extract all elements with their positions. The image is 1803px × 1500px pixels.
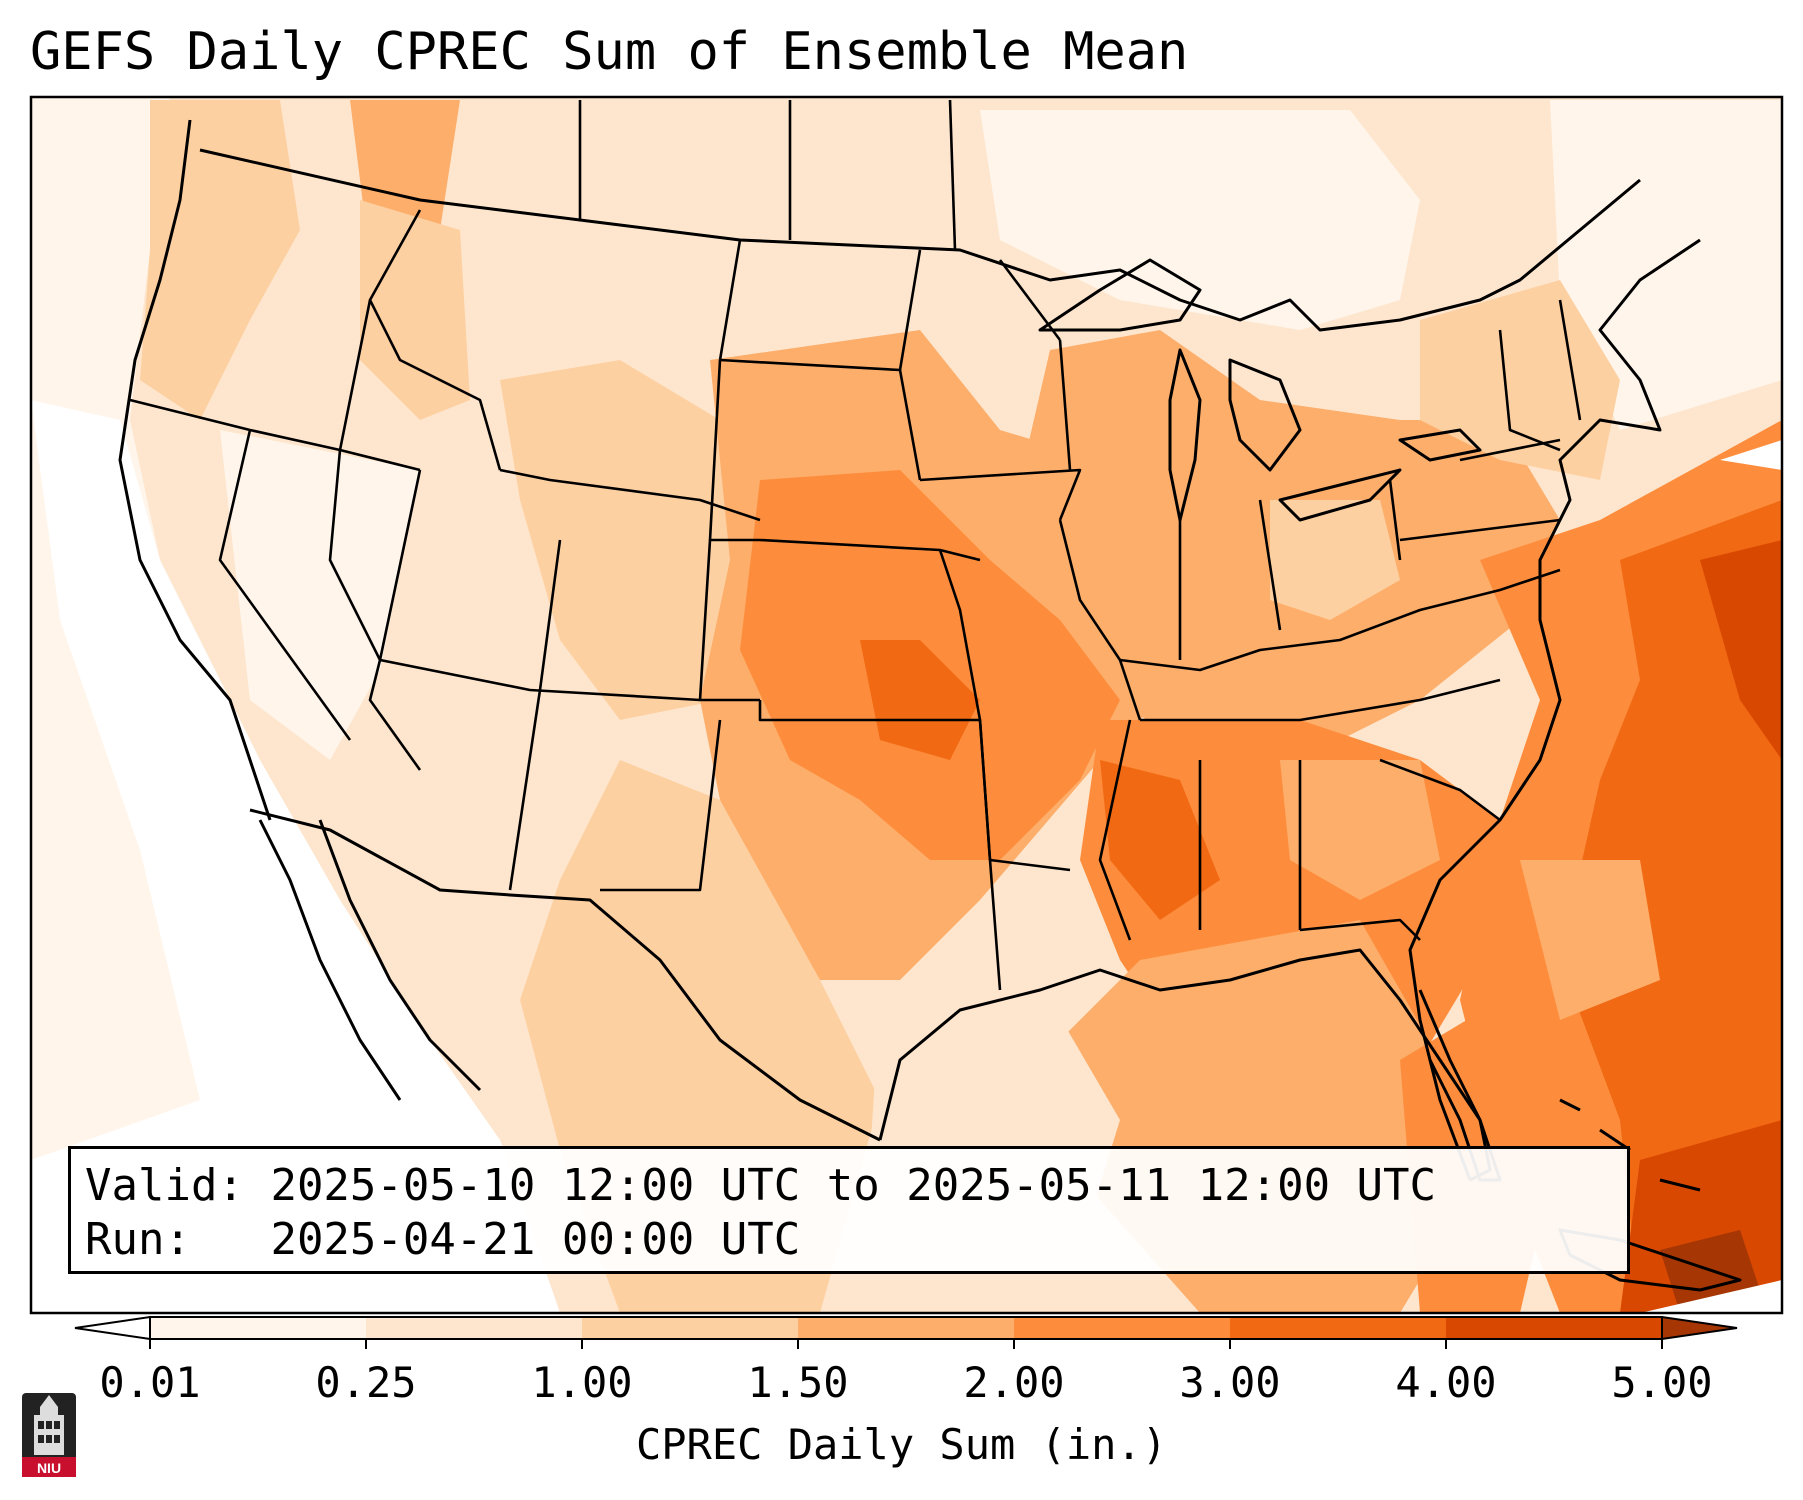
lake-huron xyxy=(1228,358,1302,472)
colorbar-tick-label: 0.25 xyxy=(315,1358,417,1407)
precip-region xyxy=(1280,760,1440,900)
precip-region xyxy=(31,400,560,1313)
university-tower-icon: NIU xyxy=(22,1393,76,1477)
map-title: GEFS Daily CPREC Sum of Ensemble Mean xyxy=(30,22,1189,82)
colorbar-tick-label: 1.50 xyxy=(747,1358,849,1407)
colorbar-segment xyxy=(150,1317,367,1339)
state-boundaries xyxy=(129,99,1582,991)
valid-value: 2025-05-10 12:00 UTC to 2025-05-11 12:00… xyxy=(270,1160,1437,1211)
baja-coastline xyxy=(258,819,402,1101)
precip-region xyxy=(140,100,300,420)
colorbar-segment xyxy=(1014,1317,1231,1339)
precip-region xyxy=(1100,760,1220,920)
colorbar xyxy=(74,1315,1738,1349)
precip-region xyxy=(360,200,470,420)
logo-text: NIU xyxy=(37,1460,61,1476)
colorbar-tick-label: 4.00 xyxy=(1395,1358,1497,1407)
precip-region xyxy=(500,360,760,720)
us-mexico-border xyxy=(249,808,881,1142)
precip-region xyxy=(1520,860,1660,1020)
out-of-domain xyxy=(1640,1280,1782,1313)
boundary-lines xyxy=(118,99,1742,1292)
lake-superior xyxy=(1038,258,1202,332)
pacific-coastline xyxy=(118,119,272,821)
atlantic-coastline xyxy=(1408,238,1701,1181)
colorbar-under-extension xyxy=(74,1315,151,1341)
colorbar-tick-label: 5.00 xyxy=(1611,1358,1713,1407)
precip-region xyxy=(1270,500,1400,620)
valid-label: Valid: xyxy=(85,1160,244,1211)
valid-run-info-box: Valid: 2025-05-10 12:00 UTC to 2025-05-1… xyxy=(68,1146,1630,1274)
colorbar-frame xyxy=(149,1316,1663,1340)
us-canada-border xyxy=(199,148,1641,332)
precip-region xyxy=(860,640,980,760)
colorbar-tick-label: 2.00 xyxy=(963,1358,1065,1407)
lake-erie xyxy=(1278,468,1402,522)
precip-region xyxy=(1560,500,1782,1313)
colorbar-tick-label: 0.01 xyxy=(99,1358,201,1407)
colorbar-tick-label: 1.00 xyxy=(531,1358,633,1407)
precip-region xyxy=(1700,540,1782,760)
colorbar-segment xyxy=(1446,1317,1663,1339)
run-row: Run: 2025-04-21 00:00 UTC xyxy=(85,1213,1613,1267)
precip-region xyxy=(31,97,560,1313)
colorbar-label: CPREC Daily Sum (in.) xyxy=(635,1420,1167,1469)
precip-region xyxy=(1550,100,1782,430)
lake-ontario xyxy=(1398,428,1482,462)
valid-row: Valid: 2025-05-10 12:00 UTC to 2025-05-1… xyxy=(85,1159,1613,1213)
mexico-coastline xyxy=(318,819,482,1092)
colorbar-segment xyxy=(798,1317,1015,1339)
precip-region xyxy=(220,430,420,760)
colorbar-tick-label: 3.00 xyxy=(1179,1358,1281,1407)
colorbar-over-extension xyxy=(1661,1315,1738,1341)
run-value: 2025-04-21 00:00 UTC xyxy=(270,1214,801,1265)
colorbar-segment xyxy=(366,1317,583,1339)
colorbar-segment xyxy=(1230,1317,1447,1339)
map-frame xyxy=(29,95,1784,1315)
run-label: Run: xyxy=(85,1214,191,1265)
precip-region xyxy=(1420,280,1620,480)
colorbar-segment xyxy=(582,1317,799,1339)
